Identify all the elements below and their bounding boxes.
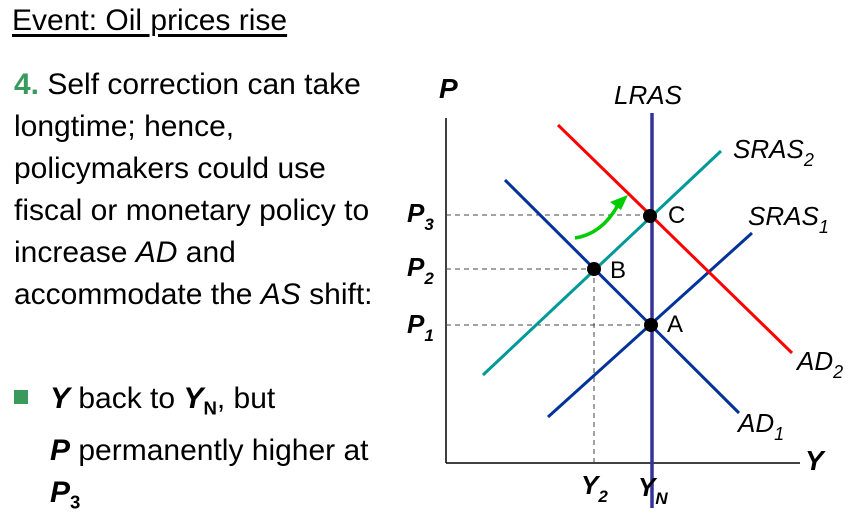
point-b-label: B <box>610 257 626 284</box>
p1-label: P1 <box>407 309 434 345</box>
y2-label: Y2 <box>581 470 608 506</box>
bullet-text-1: back to <box>70 382 184 415</box>
point-c-label: C <box>668 202 685 229</box>
bullet-p3: P <box>50 475 71 509</box>
ad2-label: AD2 <box>795 346 843 382</box>
ad2-curve <box>556 123 794 355</box>
shift-arrowhead-icon <box>610 195 628 210</box>
sras2-curve <box>481 149 723 377</box>
point-text-part-1: Self correction can take longtime; hence… <box>14 68 370 269</box>
point-number: 4. <box>14 68 40 101</box>
point-text-part-2: and accommodate the <box>14 236 261 311</box>
y-axis-label: P <box>439 73 458 104</box>
bullet-p: P <box>50 433 71 467</box>
sras1-label: SRAS1 <box>748 201 829 237</box>
event-title: Event: Oil prices rise <box>12 4 288 37</box>
point-text-part-3: shift: <box>300 278 373 311</box>
p2-label: P2 <box>407 252 434 288</box>
x-axis-label: Y <box>805 445 826 476</box>
bullet-square-icon <box>14 390 28 404</box>
point-text-ad: AD <box>135 236 178 269</box>
bullet-y: Y <box>50 382 71 415</box>
point-text-as: AS <box>260 278 301 311</box>
shift-arrow-icon <box>574 204 620 240</box>
bullet-text: Y back to YN, but P permanently higher a… <box>50 378 394 523</box>
yn-label: YN <box>638 472 668 508</box>
ad1-label: AD1 <box>736 408 784 444</box>
ad1-curve <box>503 178 741 415</box>
bullet-text-3: permanently higher at <box>70 433 369 467</box>
bullet-p3-sub: 3 <box>70 491 81 512</box>
bullet-yn: Y <box>183 382 204 415</box>
bullet-yn-sub: N <box>203 397 217 419</box>
point-b-dot <box>587 262 601 276</box>
sras2-label: SRAS2 <box>733 134 814 170</box>
point-a-dot <box>644 318 658 332</box>
p3-label: P3 <box>407 198 434 234</box>
bullet-text-2: , but <box>216 382 276 415</box>
lras-label: LRAS <box>614 80 683 110</box>
point-4-text: 4. Self correction can take longtime; he… <box>14 64 394 316</box>
point-a-label: A <box>667 311 683 338</box>
bullet-item: Y back to YN, but P permanently higher a… <box>14 378 394 523</box>
point-c-dot <box>643 209 657 223</box>
